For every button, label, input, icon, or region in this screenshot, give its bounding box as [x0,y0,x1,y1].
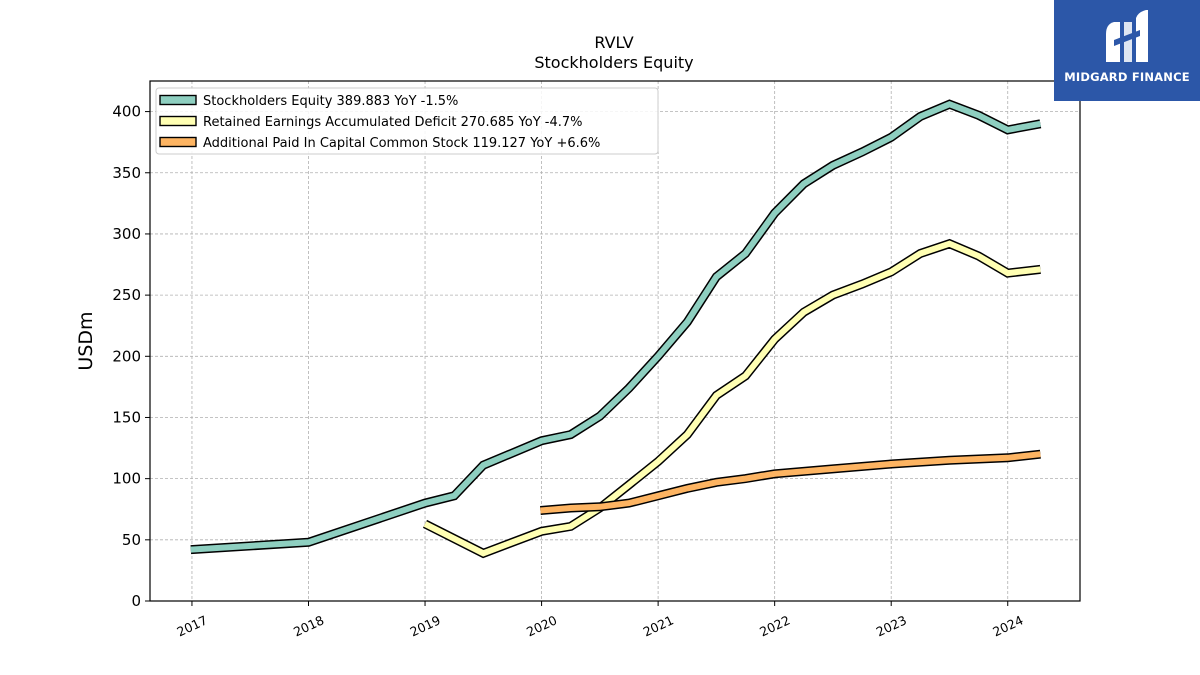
x-tick-label: 2019 [408,612,443,639]
series-line [190,100,1041,553]
legend: Stockholders Equity 389.883 YoY -1.5% Ret… [155,87,659,155]
y-tick-label: 0 [131,592,141,610]
x-tick-label: 2017 [174,612,209,639]
x-tick-label: 2018 [291,612,326,639]
y-tick-label: 100 [112,470,141,488]
plot-frame [149,80,1081,602]
series-0 [190,99,1042,555]
series-line-outline [422,238,1041,559]
y-tick-label: 150 [112,408,141,426]
y-tick-label: 350 [112,164,141,182]
chart-title: RVLV [594,33,633,52]
legend-swatch [159,94,197,106]
y-axis-label: USDm [75,311,97,370]
y-ticks: 0 50 100 150 200 250 300 350 400 [112,103,150,610]
x-tick-label: 2020 [524,612,559,639]
x-tick-label: 2021 [641,612,676,639]
series-line [423,240,1041,557]
series-line-outline [190,99,1042,555]
x-tick-label: 2023 [874,612,909,639]
x-tick-label: 2024 [990,612,1025,639]
series-2 [540,449,1041,515]
y-tick-label: 50 [122,531,141,549]
y-tick-label: 300 [112,225,141,243]
legend-label: Retained Earnings Accumulated Deficit 27… [203,115,582,130]
brand-name: MIDGARD FINANCE [1064,70,1190,84]
x-tick-label: 2022 [757,612,792,639]
grid [150,81,1080,602]
legend-label: Stockholders Equity 389.883 YoY -1.5% [203,94,458,109]
y-tick-label: 250 [112,286,141,304]
y-tick-label: 200 [112,347,141,365]
legend-label: Additional Paid In Capital Common Stock … [203,136,600,151]
series-line [540,451,1041,514]
brand-mark-icon [1106,10,1148,62]
series-1 [422,238,1041,559]
chart-subtitle: Stockholders Equity [534,53,693,72]
y-tick-label: 400 [112,103,141,121]
series-layer [190,99,1042,559]
legend-swatch [159,136,197,148]
x-ticks: 2017 2018 2019 2020 2021 2022 2023 2024 [174,601,1025,639]
brand-logo: MIDGARD FINANCE [1054,0,1200,101]
legend-box [155,87,659,155]
legend-swatch [159,115,197,127]
